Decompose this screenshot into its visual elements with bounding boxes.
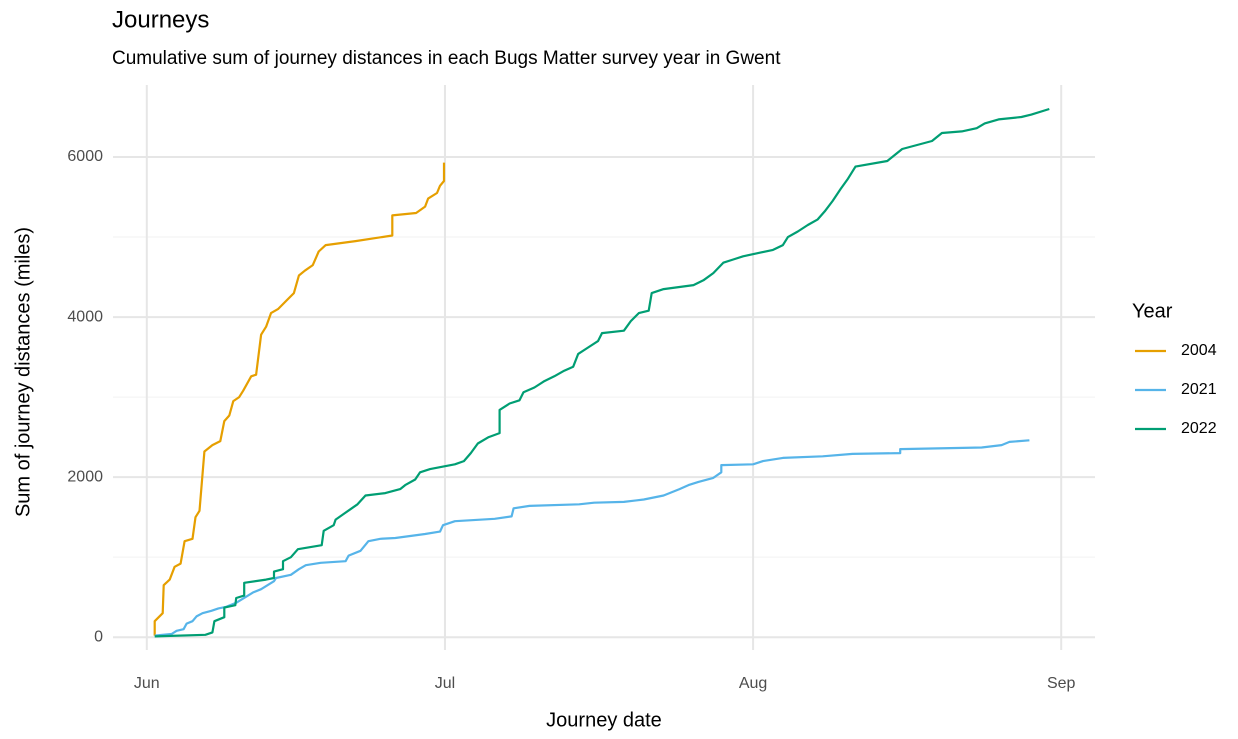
chart-title: Journeys <box>112 6 209 33</box>
x-tick-label: Jun <box>134 675 160 692</box>
y-tick-label: 6000 <box>67 148 103 165</box>
legend-label: 2021 <box>1181 381 1217 398</box>
y-axis-title: Sum of journey distances (miles) <box>12 227 34 517</box>
legend-title: Year <box>1132 300 1173 322</box>
legend-label: 2004 <box>1181 342 1217 359</box>
x-tick-label: Jul <box>435 675 455 692</box>
x-tick-label: Sep <box>1047 675 1076 692</box>
y-tick-label: 0 <box>94 628 103 645</box>
x-axis-title: Journey date <box>546 709 662 731</box>
series-line <box>154 107 1050 638</box>
x-tick-label: Aug <box>739 675 767 692</box>
series-line <box>154 439 1030 637</box>
y-tick-label: 4000 <box>67 308 103 325</box>
legend-label: 2022 <box>1181 420 1217 437</box>
series-line <box>153 162 446 636</box>
chart-subtitle: Cumulative sum of journey distances in e… <box>112 48 781 69</box>
y-tick-label: 2000 <box>67 468 103 485</box>
